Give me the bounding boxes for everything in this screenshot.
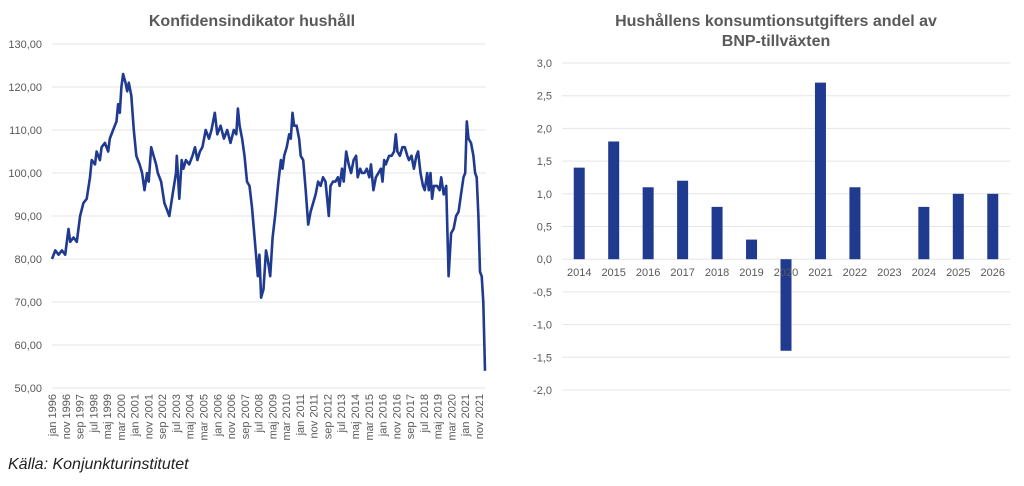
x-tick-label: nov 2016 [391,394,403,439]
x-tick-label: 2015 [601,267,625,279]
x-tick-label: 2019 [739,267,763,279]
y-tick-label: 100,00 [8,168,42,180]
y-tick-label: 80,00 [14,254,42,266]
x-tick-label: 2024 [912,267,936,279]
y-tick-label: 0,0 [537,254,552,266]
y-tick-label: 1,5 [537,156,552,168]
x-tick-label: jan 2011 [295,394,307,436]
bar-2018 [711,206,723,260]
x-tick-label: mar 2005 [198,394,210,440]
x-tick-label: jan 2006 [212,394,224,437]
x-tick-label: nov 2001 [143,394,155,439]
bar-2015 [608,141,620,260]
x-tick-label: 2021 [808,267,832,279]
confidence-indicator-chart: Konfidensindikator hushåll 50,00 60,00 70,… [8,12,487,440]
x-tick-label: jul 2013 [336,394,348,434]
x-tick-label: jul 2008 [254,394,266,434]
x-tick-label: jul 2018 [419,394,431,434]
x-tick-label: jan 1996 [47,394,59,437]
y-tick-label: 0,5 [537,222,552,234]
right-chart-title-line1: Hushållens konsumtionsutgifters andel av [615,12,937,30]
x-tick-label: sep 2012 [322,394,334,439]
x-tick-label: jul 1998 [88,394,100,434]
x-tick-label: mar 2000 [116,394,128,440]
y-tick-label: 3,0 [537,58,552,70]
x-tick-label: sep 1997 [75,394,87,439]
x-tick-label: sep 2002 [157,394,169,439]
x-tick-label: maj 2009 [267,394,279,439]
x-tick-label: 2026 [981,267,1005,279]
x-tick-label: maj 2004 [185,394,197,439]
y-tick-label: -1,5 [533,352,552,364]
x-tick-label: nov 2011 [309,394,321,438]
y-tick-label: -2,0 [533,385,552,397]
x-tick-label: 2023 [877,267,901,279]
bar-2019 [746,239,758,260]
bar-2020 [780,259,792,351]
x-tick-label: 2025 [946,267,970,279]
x-tick-label: nov 1996 [61,394,73,439]
x-tick-label: 2022 [843,267,867,279]
y-tick-label: 70,00 [14,297,42,309]
x-tick-label: 2016 [636,267,660,279]
source-note: Källa: Konjunkturinstitutet [8,456,189,473]
x-tick-label: nov 2006 [226,394,238,439]
y-tick-label: 2,5 [537,91,552,103]
x-tick-label: 2018 [705,267,729,279]
y-tick-label: -0,5 [533,287,552,299]
bar-2026 [987,193,999,260]
y-tick-label: 130,00 [8,39,42,51]
bar-2025 [952,193,964,260]
y-tick-label: 110,00 [9,125,42,137]
bar-2022 [849,187,861,260]
x-tick-label: maj 2014 [350,394,362,439]
bar-2014 [573,167,585,260]
x-tick-label: 2017 [670,267,694,279]
x-tick-label: 2014 [567,267,591,279]
left-chart-title: Konfidensindikator hushåll [149,12,355,30]
x-tick-label: jul 2003 [171,394,183,434]
right-chart-title-line2: BNP-tillväxten [722,33,830,50]
x-tick-label: jan 2001 [130,394,142,437]
x-tick-label: maj 1999 [102,394,114,439]
y-tick-label: 50,00 [14,383,42,395]
y-tick-label: 2,0 [537,123,552,135]
x-tick-label: mar 2020 [446,394,458,440]
y-tick-label: 90,00 [14,211,42,223]
consumption-share-chart: Hushållens konsumtionsutgifters andel av… [533,12,1010,397]
x-tick-label: 2020 [774,267,798,279]
bar-2017 [677,180,689,260]
x-tick-label: jan 2016 [378,394,390,437]
x-tick-label: sep 2007 [240,394,252,439]
bar-2024 [918,206,930,260]
x-tick-label: nov 2021 [474,394,486,439]
y-tick-label: 120,00 [8,82,42,94]
y-tick-label: -1,0 [533,320,552,332]
bar-2021 [814,82,826,260]
x-tick-label: mar 2015 [364,394,376,440]
x-tick-label: jan 2021 [460,394,472,437]
y-tick-label: 60,00 [14,340,42,352]
x-tick-label: maj 2019 [433,394,445,439]
x-tick-label: mar 2010 [281,394,293,440]
bar-2016 [642,187,654,260]
x-tick-label: sep 2017 [405,394,417,439]
confidence-line [50,72,487,371]
y-tick-label: 1,0 [537,189,552,201]
